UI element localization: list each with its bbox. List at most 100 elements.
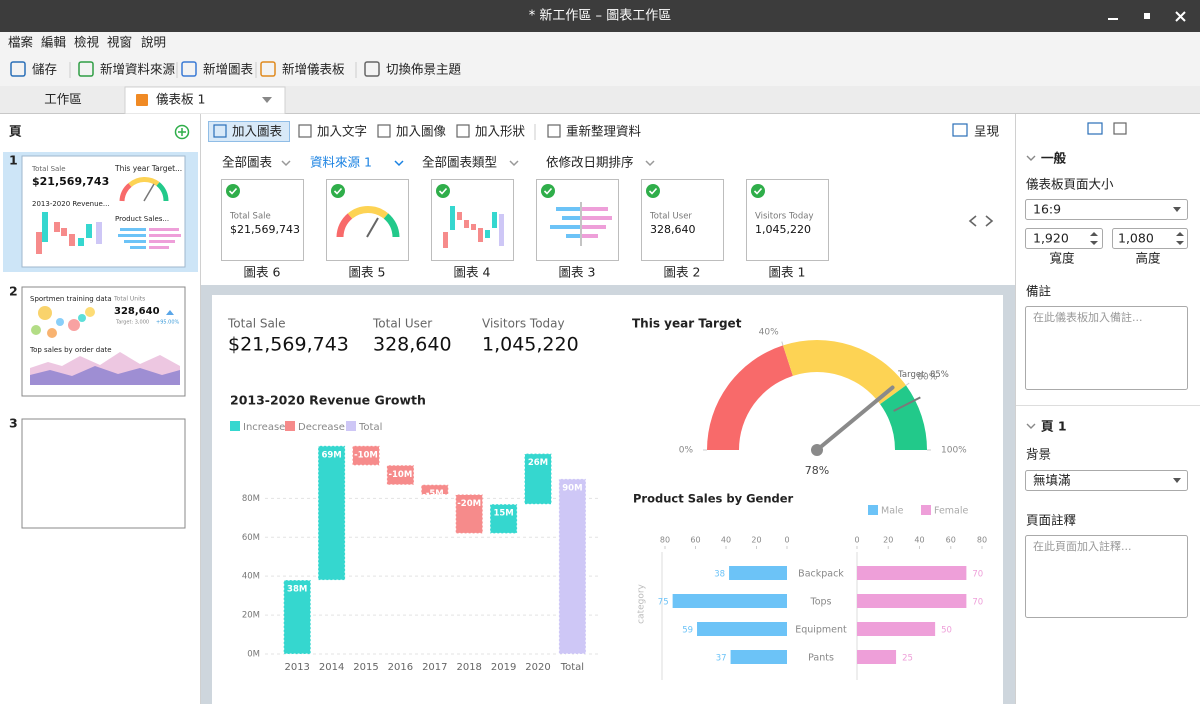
- menu-item[interactable]: 編輯: [41, 35, 67, 50]
- gauge-tick-label: 40%: [759, 328, 779, 338]
- card-bar: [443, 232, 448, 248]
- textarea[interactable]: [1025, 535, 1188, 618]
- page-number: 1: [9, 153, 18, 168]
- bar: [697, 622, 787, 636]
- data-label: 38: [714, 570, 725, 580]
- x-tick-label: Total: [560, 662, 584, 673]
- x-tick-label: 2015: [353, 662, 378, 673]
- tool-icon: [377, 124, 391, 138]
- thumb-bar: [149, 240, 175, 243]
- window-title: * 新工作區 – 圖表工作區: [529, 8, 671, 24]
- chart-title: This year Target: [632, 317, 742, 331]
- card-value: $21,569,743: [230, 223, 300, 236]
- tool-button[interactable]: 重新整理資料: [566, 124, 642, 139]
- data-label: 70: [972, 570, 983, 580]
- thumb-bar: [124, 240, 146, 243]
- data-label: 75: [658, 598, 669, 608]
- tab[interactable]: 工作區: [44, 92, 82, 107]
- thumb-gauge: [156, 182, 169, 202]
- textarea[interactable]: [1025, 306, 1188, 390]
- x-tick-label: 80: [660, 536, 670, 545]
- toolbar-icon: [260, 61, 276, 77]
- select[interactable]: [1025, 470, 1188, 491]
- layout-tab[interactable]: [1113, 122, 1127, 135]
- card-needle: [366, 217, 379, 238]
- add-page-button[interactable]: [174, 124, 190, 140]
- tool-button[interactable]: 加入圖表: [232, 124, 283, 139]
- card-check-mark: [543, 187, 553, 195]
- toolbar-button[interactable]: 新增資料來源: [100, 62, 176, 77]
- field-label: 寬度: [1049, 251, 1075, 266]
- bar: [489, 503, 518, 534]
- toolbar-icon: [10, 61, 26, 77]
- bar: [672, 594, 787, 608]
- filter-dropdown[interactable]: 資料來源 1: [310, 155, 372, 170]
- filter-chevron: [281, 160, 291, 167]
- section-title: 一般: [1041, 151, 1067, 166]
- legend-swatch: [346, 421, 356, 431]
- kpi-label: Total Sale: [227, 317, 286, 331]
- tool-icon: [456, 124, 470, 138]
- page-thumbnail[interactable]: [21, 418, 186, 529]
- toolbar-button[interactable]: 新增圖表: [203, 62, 254, 77]
- present-button[interactable]: 呈現: [974, 124, 1000, 139]
- panel-title: 頁: [9, 124, 22, 139]
- legend-label: Total: [358, 422, 382, 433]
- tab[interactable]: 儀表板 1: [156, 92, 205, 107]
- category-label: Equipment: [795, 625, 847, 636]
- maximize-button[interactable]: [1144, 13, 1150, 19]
- thumb-bar: [69, 234, 75, 246]
- tool-icon: [547, 124, 561, 138]
- spinbox[interactable]: [1025, 228, 1103, 249]
- card-label: 圖表 6: [244, 265, 281, 280]
- menu-item[interactable]: 檢視: [74, 35, 100, 50]
- data-label: -10M: [354, 450, 378, 460]
- tool-icon: [213, 124, 227, 138]
- filter-dropdown[interactable]: 全部圖表類型: [422, 155, 497, 170]
- menu-item[interactable]: 檔案: [8, 35, 33, 50]
- x-tick-label: 20: [883, 536, 893, 545]
- y-tick-label: 80M: [242, 494, 260, 504]
- x-tick-label: 60: [946, 536, 956, 545]
- page-number: 2: [9, 284, 18, 299]
- spinbox[interactable]: [1112, 228, 1188, 249]
- toolbar-icon: [181, 61, 197, 77]
- legend-swatch: [285, 421, 295, 431]
- properties-tab[interactable]: [1087, 122, 1103, 135]
- thumb-gauge: [119, 183, 132, 202]
- menu-item[interactable]: 說明: [141, 35, 166, 50]
- active-tool[interactable]: [208, 121, 290, 142]
- toolbar-button[interactable]: 切換佈景主題: [386, 62, 462, 77]
- placeholder: 在此頁面加入註釋...: [1033, 540, 1132, 553]
- legend-label: Decrease: [298, 422, 345, 433]
- tool-button[interactable]: 加入圖像: [396, 124, 447, 139]
- card-check: [751, 184, 765, 198]
- card-check: [541, 184, 555, 198]
- card-bar: [499, 214, 504, 246]
- toolbar-button[interactable]: 新增儀表板: [282, 62, 345, 77]
- data-label: -20M: [457, 499, 481, 509]
- add-page-icon: [178, 128, 186, 136]
- thumb-bubble: [85, 307, 95, 317]
- select[interactable]: [1025, 199, 1188, 220]
- thumb-bubble: [38, 306, 52, 320]
- tool-button[interactable]: 加入文字: [317, 124, 367, 139]
- gauge-value-label: 78%: [805, 464, 829, 477]
- card-bar: [457, 212, 462, 220]
- spinbox-value: 1,080: [1118, 231, 1154, 246]
- toolbar-button[interactable]: 儲存: [32, 62, 57, 77]
- filter-dropdown[interactable]: 全部圖表: [222, 155, 273, 170]
- menu-item[interactable]: 視窗: [107, 35, 132, 50]
- card-title: Total Sale: [229, 212, 271, 222]
- thumb-bubble: [47, 328, 57, 338]
- filter-dropdown[interactable]: 依修改日期排序: [546, 155, 634, 170]
- kpi-label: Total User: [372, 317, 432, 331]
- spin-down: [1176, 241, 1184, 245]
- x-tick-label: 2013: [284, 662, 309, 673]
- thumb-area: [30, 366, 180, 385]
- card-gauge: [383, 213, 400, 238]
- card-bar: [582, 207, 608, 211]
- tool-button[interactable]: 加入形狀: [475, 124, 526, 139]
- card-check: [226, 184, 240, 198]
- legend-swatch: [921, 505, 931, 515]
